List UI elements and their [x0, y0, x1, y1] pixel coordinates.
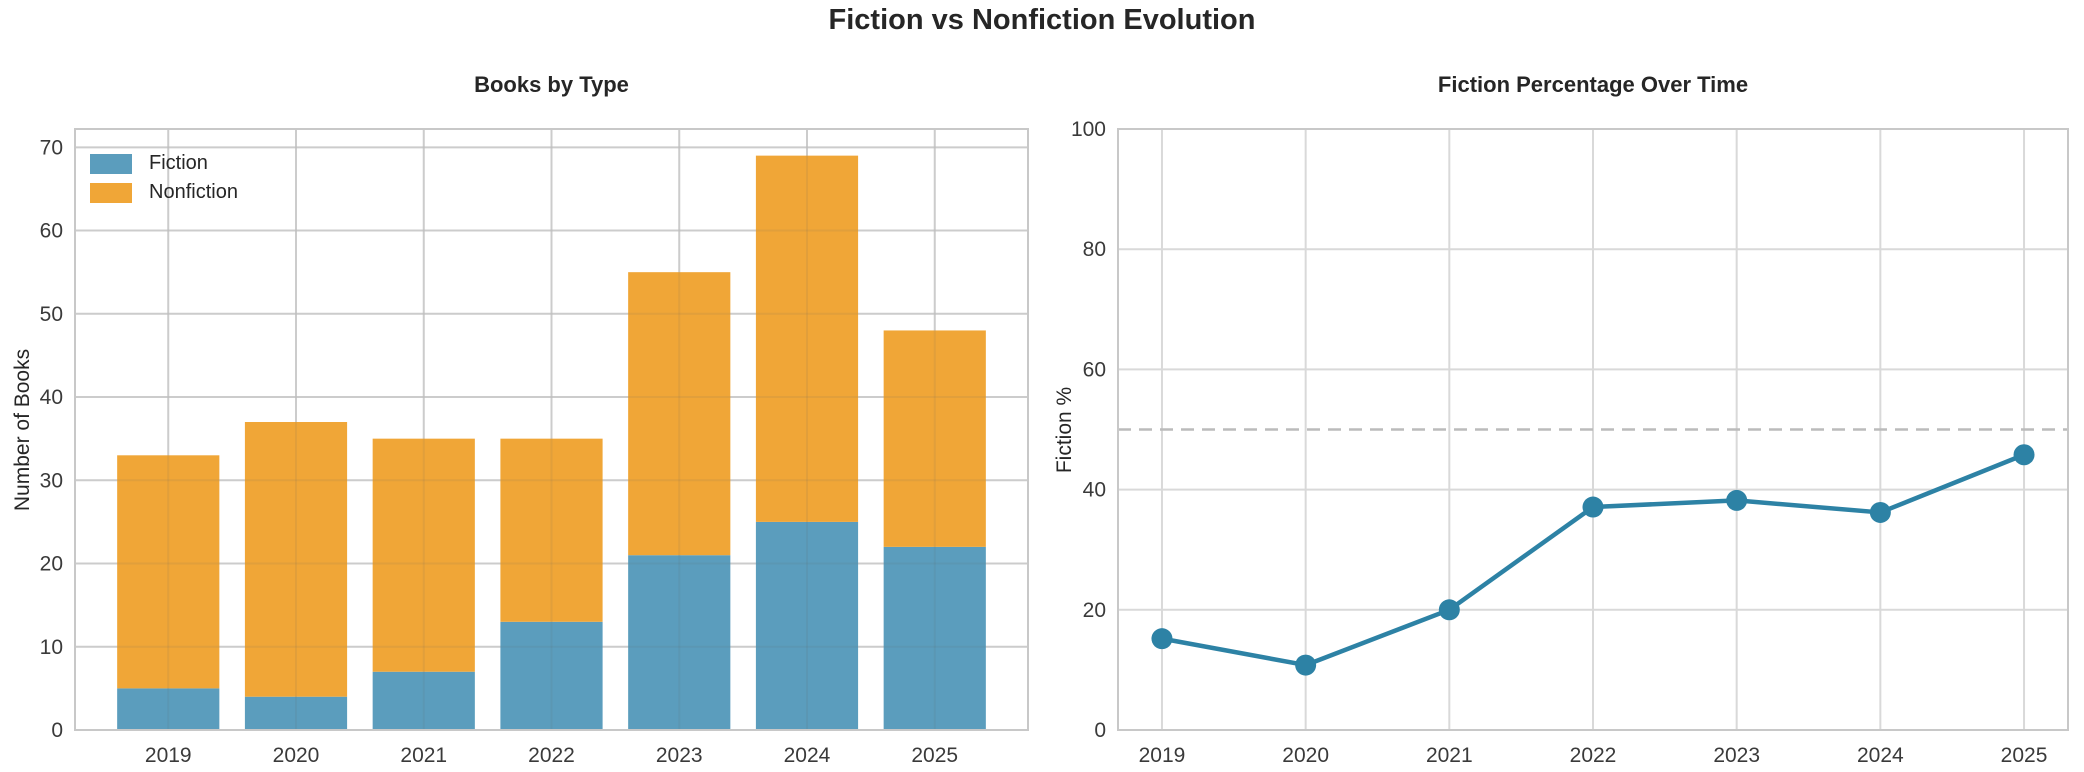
bar-segment-fiction-2024 [755, 521, 859, 730]
x-tick-label: 2024 [1857, 744, 1904, 767]
bar-segment-fiction-2025 [883, 546, 986, 730]
y-tick-label: 60 [40, 220, 63, 243]
x-tick-label: 2020 [273, 744, 320, 767]
data-point-marker-2020 [1295, 654, 1317, 676]
y-tick-label: 10 [40, 636, 63, 659]
bar-segment-nonfiction-2021 [372, 438, 475, 672]
x-tick-label: 2020 [1282, 744, 1329, 767]
x-tick-label: 2019 [145, 744, 192, 767]
x-tick-label: 2023 [656, 744, 703, 767]
y-tick-label: 40 [40, 386, 63, 409]
bar-segment-fiction-2021 [372, 671, 475, 730]
y-tick-label: 40 [1083, 479, 1106, 502]
right-chart-title: Fiction Percentage Over Time [1437, 72, 1749, 97]
y-tick-label: 50 [40, 303, 63, 326]
legend-item-fiction: Fiction [90, 149, 238, 178]
x-tick-label: 2021 [400, 744, 447, 767]
bar-segment-nonfiction-2022 [500, 438, 603, 622]
legend: Fiction Nonfiction [90, 149, 238, 207]
legend-item-nonfiction: Nonfiction [90, 178, 238, 207]
bar-segment-nonfiction-2019 [117, 455, 220, 689]
nonfiction-legend-swatch [90, 182, 132, 203]
left-chart-title: Books by Type [474, 72, 629, 97]
bar-segment-nonfiction-2023 [628, 272, 731, 556]
data-point-marker-2024 [1869, 501, 1891, 523]
x-tick-label: 2023 [1713, 744, 1760, 767]
bar-segment-fiction-2023 [628, 555, 731, 730]
x-tick-label: 2025 [911, 744, 958, 767]
y-tick-label: 20 [40, 553, 63, 576]
fiction-legend-swatch [90, 153, 132, 174]
y-tick-label: 0 [51, 719, 63, 742]
bar-segment-fiction-2022 [500, 621, 603, 730]
data-point-marker-2019 [1151, 628, 1173, 650]
plot-border [1117, 128, 2069, 731]
plot-border [74, 128, 1029, 731]
x-tick-label: 2022 [528, 744, 575, 767]
y-tick-label: 100 [1071, 118, 1106, 141]
nonfiction-legend-label: Nonfiction [149, 181, 238, 203]
y-tick-label: 70 [40, 136, 63, 159]
bar-segment-fiction-2019 [117, 688, 220, 730]
figure-title: Fiction vs Nonfiction Evolution [828, 4, 1256, 36]
data-point-marker-2021 [1438, 599, 1460, 621]
bar-segment-nonfiction-2024 [755, 155, 859, 522]
data-point-marker-2022 [1582, 496, 1604, 518]
data-point-marker-2025 [2013, 444, 2035, 466]
bar-segment-fiction-2020 [244, 696, 348, 730]
y-tick-label: 30 [40, 469, 63, 492]
bar-segment-nonfiction-2020 [244, 422, 348, 697]
y-tick-label: 60 [1083, 358, 1106, 381]
x-tick-label: 2019 [1139, 744, 1186, 767]
y-tick-label: 0 [1094, 719, 1106, 742]
x-tick-label: 2022 [1570, 744, 1617, 767]
x-tick-label: 2025 [2001, 744, 2048, 767]
fiction-legend-label: Fiction [149, 152, 208, 174]
x-tick-label: 2021 [1426, 744, 1473, 767]
x-tick-label: 2024 [784, 744, 831, 767]
data-point-marker-2023 [1726, 489, 1748, 511]
bar-segment-nonfiction-2025 [883, 330, 986, 547]
y-tick-label: 80 [1083, 238, 1106, 261]
y-tick-label: 20 [1083, 599, 1106, 622]
